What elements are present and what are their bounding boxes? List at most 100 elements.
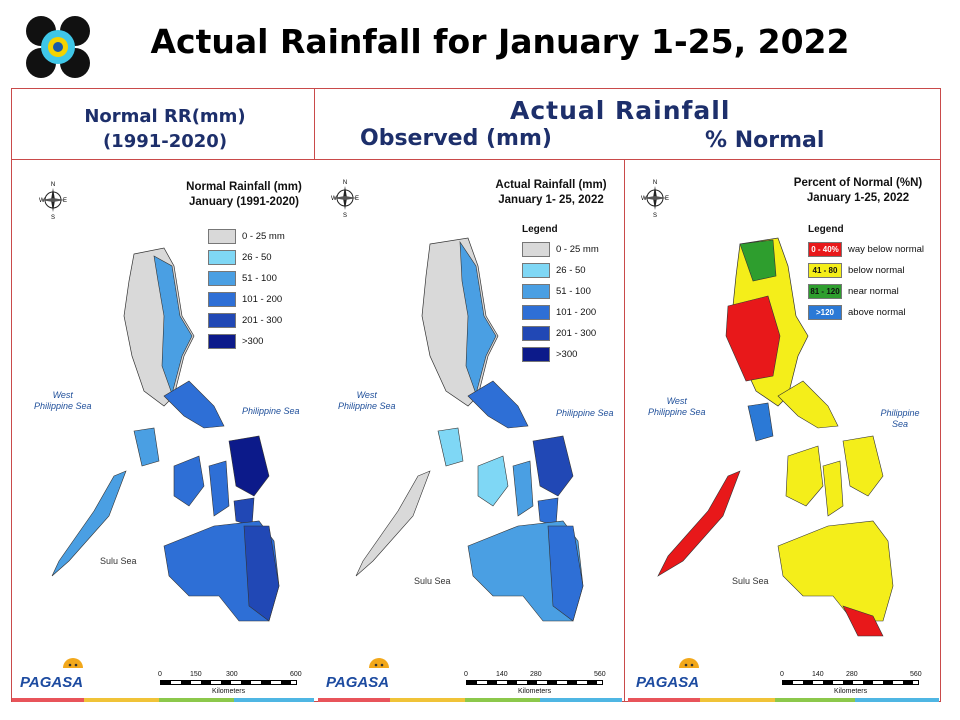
map-panel-actual: Actual Rainfall (mm) January 1- 25, 2022…	[318, 166, 618, 696]
scale-bar-graphic	[466, 680, 603, 685]
sea-label-east: Philippine Sea	[556, 408, 614, 418]
map-panel-percent: Percent of Normal (%N) January 1-25, 202…	[628, 166, 928, 696]
map-title-normal-line1: Normal Rainfall (mm)	[186, 181, 302, 193]
compass-n: N	[653, 180, 657, 186]
stripe-segment	[390, 698, 465, 702]
map-title-actual-line1: Actual Rainfall (mm)	[495, 179, 607, 191]
legend-item: 201 - 300	[522, 323, 599, 344]
sea-label-west: West Philippine Sea	[338, 390, 396, 412]
stripe-segment	[159, 698, 234, 702]
legend-item: 26 - 50	[208, 247, 285, 268]
legend-item: 101 - 200	[522, 302, 599, 323]
sea-label-east: Philippine Sea	[880, 408, 920, 429]
sea-label-sulu: Sulu Sea	[100, 556, 137, 566]
legend-label: way below normal	[848, 244, 925, 255]
map-title-actual: Actual Rainfall (mm) January 1- 25, 2022	[486, 178, 616, 208]
divider-vertical-maps	[624, 159, 625, 702]
legend-swatch	[208, 292, 236, 307]
stripe-segment	[540, 698, 622, 702]
legend-swatch: 81 - 120	[808, 284, 842, 299]
scale-tick: 560	[910, 671, 922, 678]
legend-label: 26 - 50	[556, 265, 586, 276]
compass-s: S	[343, 213, 347, 218]
legend-label: 26 - 50	[242, 252, 272, 263]
legend-item: >300	[522, 344, 599, 365]
scale-bar-graphic	[782, 680, 919, 685]
legend-swatch	[208, 250, 236, 265]
umbrella-icon	[679, 658, 699, 668]
legend-percent: Legend 0 - 40% way below normal 41 - 80 be…	[808, 224, 924, 323]
legend-label: 0 - 25 mm	[242, 231, 285, 242]
stripe-segment	[700, 698, 775, 702]
legend-label: 101 - 200	[242, 294, 283, 305]
pagasa-logo-percent: PAGASA	[636, 674, 700, 691]
umbrella-icon	[369, 658, 389, 668]
legend-normal: 0 - 25 mm 26 - 50 51 - 100 101 - 200 201…	[208, 226, 285, 352]
legend-swatch	[522, 263, 550, 278]
legend-label: 51 - 100	[556, 286, 591, 297]
compass-e: E	[63, 198, 67, 204]
legend-title: Legend	[808, 224, 844, 235]
legend-swatch: 0 - 40%	[808, 242, 842, 257]
philippines-map-normal	[51, 247, 280, 622]
header-observed: Observed (mm)	[360, 126, 552, 151]
legend-swatch	[208, 271, 236, 286]
legend-swatch	[208, 334, 236, 349]
scale-unit: Kilometers	[834, 688, 868, 695]
compass-e: E	[665, 196, 669, 202]
sea-label-west-line1: West	[356, 390, 377, 400]
philippines-map-actual	[355, 237, 584, 622]
header-normal: Normal RR(mm) (1991-2020)	[20, 104, 310, 154]
scale-tick: 140	[496, 671, 508, 678]
dost-logo	[24, 14, 92, 80]
legend-label: 101 - 200	[556, 307, 597, 318]
compass-icon: N E S W	[641, 180, 669, 218]
sea-label-west-line2: Philippine Sea	[34, 401, 92, 411]
map-title-normal-line2: January (1991-2020)	[189, 196, 299, 208]
scale-tick: 280	[530, 671, 542, 678]
philippines-map-percent	[657, 237, 894, 637]
stripe-segment	[465, 698, 540, 702]
divider-horizontal	[11, 159, 941, 160]
legend-item: 26 - 50	[522, 260, 599, 281]
legend-label: >300	[242, 336, 264, 347]
compass-n: N	[51, 182, 55, 188]
divider-vertical-header	[314, 88, 315, 160]
legend-swatch	[208, 229, 236, 244]
stripe-segment	[318, 698, 390, 702]
legend-item: >120 above normal	[808, 302, 924, 323]
stripe-segment	[775, 698, 855, 702]
sea-label-west-line2: Philippine Sea	[648, 407, 706, 417]
legend-actual: Legend 0 - 25 mm 26 - 50 51 - 100 101 - …	[522, 224, 599, 365]
legend-item: >300	[208, 331, 285, 352]
pagasa-logo-actual: PAGASA	[326, 674, 390, 691]
sea-label-sulu: Sulu Sea	[732, 576, 769, 586]
umbrella-icon	[63, 658, 83, 668]
legend-label: 51 - 100	[242, 273, 277, 284]
header-percent-normal: % Normal	[705, 128, 825, 153]
compass-w: W	[331, 196, 337, 202]
sea-label-west-line2: Philippine Sea	[338, 401, 396, 411]
slide-title: Actual Rainfall for January 1-25, 2022	[150, 22, 850, 61]
scale-tick: 560	[594, 671, 606, 678]
scale-tick: 0	[464, 671, 468, 678]
scale-unit: Kilometers	[212, 688, 246, 695]
legend-title: Legend	[522, 224, 558, 235]
sea-label-west-line1: West	[666, 396, 687, 406]
legend-item: 51 - 100	[208, 268, 285, 289]
legend-item: 101 - 200	[208, 289, 285, 310]
legend-item: 41 - 80 below normal	[808, 260, 924, 281]
legend-item: 201 - 300	[208, 310, 285, 331]
stripe-segment	[12, 698, 84, 702]
legend-label: above normal	[848, 307, 906, 318]
legend-label: below normal	[848, 265, 905, 276]
header-normal-line2: (1991-2020)	[102, 131, 228, 152]
sea-label-east: Philippine Sea	[242, 406, 300, 416]
sea-label-west-line1: West	[52, 390, 73, 400]
compass-n: N	[343, 180, 347, 186]
pagasa-logo-normal: PAGASA	[20, 674, 84, 691]
scale-tick: 140	[812, 671, 824, 678]
scale-bar-graphic	[160, 680, 297, 685]
map-title-normal: Normal Rainfall (mm) January (1991-2020)	[179, 180, 309, 210]
legend-label: 201 - 300	[556, 328, 597, 339]
